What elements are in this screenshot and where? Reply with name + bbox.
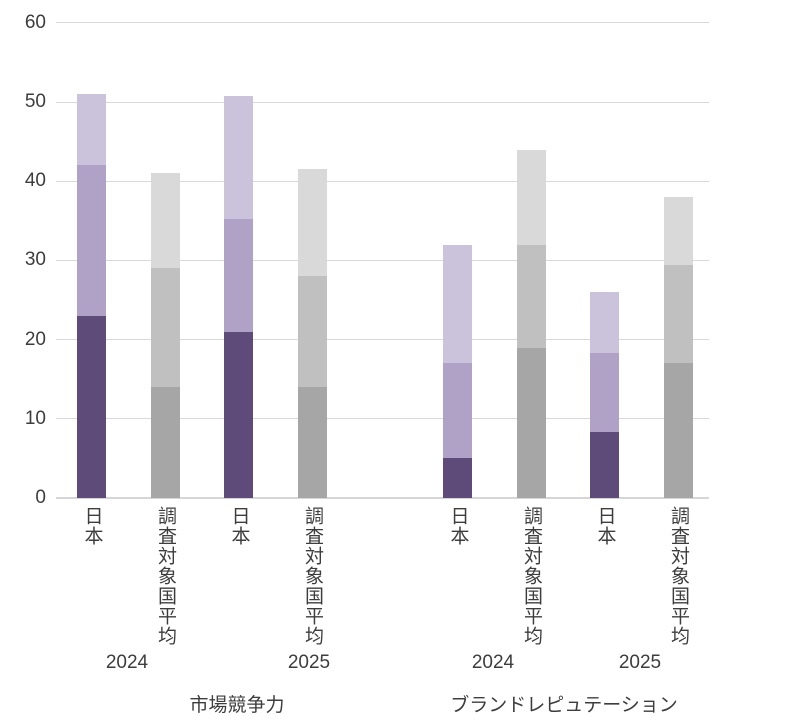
y-tick-label: 40: [24, 170, 46, 192]
bar-segment-middle: [224, 219, 253, 332]
bar-segment-top: [590, 292, 619, 354]
year-label: 2025: [287, 652, 331, 673]
bar-segment-bottom: [150, 387, 180, 498]
stacked-bar: [77, 94, 106, 498]
gridline: [56, 339, 709, 341]
group-label: ブランドレピュテーション: [450, 695, 678, 716]
y-tick-label: 60: [24, 11, 46, 33]
year-label: 2024: [105, 652, 149, 673]
category-label: 調査対象国平均: [521, 506, 542, 646]
bar-segment-middle: [516, 244, 546, 348]
group-label: 市場競争力: [189, 695, 285, 716]
gridline: [56, 22, 709, 24]
bar-segment-middle: [150, 268, 180, 388]
y-tick-label: 0: [35, 487, 46, 508]
gridline: [56, 180, 709, 182]
category-label: 日本: [228, 506, 250, 546]
stacked-bar: [443, 244, 472, 498]
y-tick-label: 10: [24, 407, 46, 429]
gridline: [56, 101, 709, 103]
category-label: 調査対象国平均: [668, 506, 689, 646]
bar-segment-middle: [297, 276, 327, 388]
stacked-bar: [590, 292, 619, 498]
bar-segment-middle: [663, 265, 693, 364]
bar-segment-top: [150, 173, 180, 269]
bar-segment-top: [224, 96, 253, 220]
bar-segment-top: [297, 168, 327, 277]
bar-segment-bottom: [297, 387, 327, 498]
category-label: 日本: [594, 506, 616, 546]
stacked-bar: [224, 96, 253, 498]
stacked-bar: [297, 168, 327, 498]
y-tick-label: 20: [24, 328, 46, 350]
bar-segment-bottom: [663, 363, 693, 498]
category-label: 調査対象国平均: [302, 506, 323, 646]
year-label: 2024: [471, 652, 515, 673]
bar-segment-top: [443, 244, 472, 364]
year-label: 2025: [618, 652, 662, 673]
bar-segment-middle: [77, 165, 106, 316]
bar-segment-middle: [590, 353, 619, 433]
bar-segment-top: [663, 197, 693, 266]
bar-segment-top: [516, 149, 546, 245]
gridline: [56, 418, 709, 420]
bar-segment-bottom: [443, 458, 472, 498]
y-tick-label: 30: [24, 249, 46, 271]
gridline: [56, 259, 709, 261]
bar-segment-bottom: [516, 347, 546, 498]
stacked-bar: [150, 173, 180, 498]
stacked-bar: [663, 197, 693, 498]
y-tick-label: 50: [24, 91, 46, 112]
category-label: 日本: [447, 506, 469, 546]
bar-segment-bottom: [590, 432, 619, 498]
bar-segment-bottom: [224, 331, 253, 498]
category-label: 調査対象国平均: [155, 506, 176, 646]
category-label: 日本: [81, 506, 103, 546]
bar-segment-bottom: [77, 315, 106, 498]
stacked-bar: [516, 149, 546, 498]
x-axis-line: [56, 497, 709, 499]
bar-segment-top: [77, 94, 106, 166]
bar-segment-middle: [443, 363, 472, 459]
